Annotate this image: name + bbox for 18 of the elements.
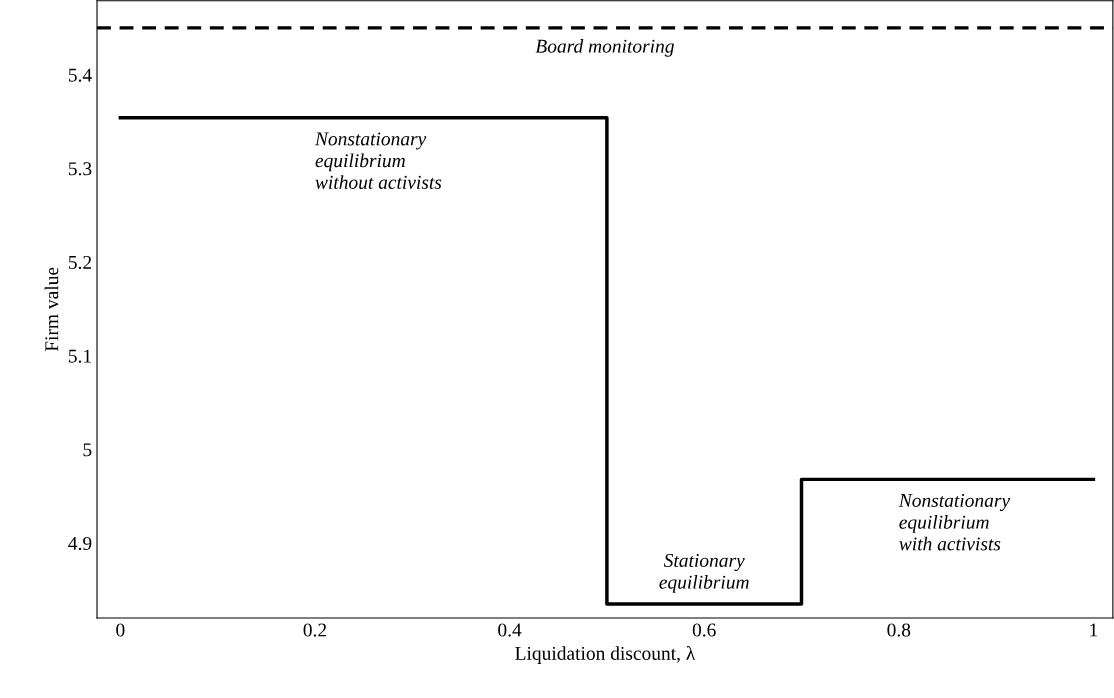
y-axis-title: Firm value xyxy=(44,267,59,352)
annotation: Nonstationary equilibrium with activists xyxy=(898,493,1011,551)
x-tick-label: 0.4 xyxy=(498,623,522,637)
x-axis-title: Liquidation discount, λ xyxy=(515,646,696,664)
y-tick-label: 5.3 xyxy=(68,162,92,176)
x-tick-label: 0.6 xyxy=(692,623,716,637)
y-tick-label: 5 xyxy=(83,443,92,457)
x-tick-label: 1 xyxy=(1090,623,1098,637)
annotation: Nonstationary equilibrium without activists xyxy=(314,132,442,189)
x-tick-label: 0 xyxy=(116,623,125,637)
x-tick-label: 0.2 xyxy=(303,623,327,637)
y-tick-label: 5.1 xyxy=(68,349,91,363)
annotation: Stationary equilibrium xyxy=(659,553,749,593)
y-tick-label: 5.4 xyxy=(68,68,92,82)
y-tick-label: 5.2 xyxy=(68,255,92,270)
ref-line-label: Board monitoring xyxy=(535,39,674,57)
x-tick-label: 0.8 xyxy=(887,623,911,637)
y-tick-label: 4.9 xyxy=(68,536,92,551)
